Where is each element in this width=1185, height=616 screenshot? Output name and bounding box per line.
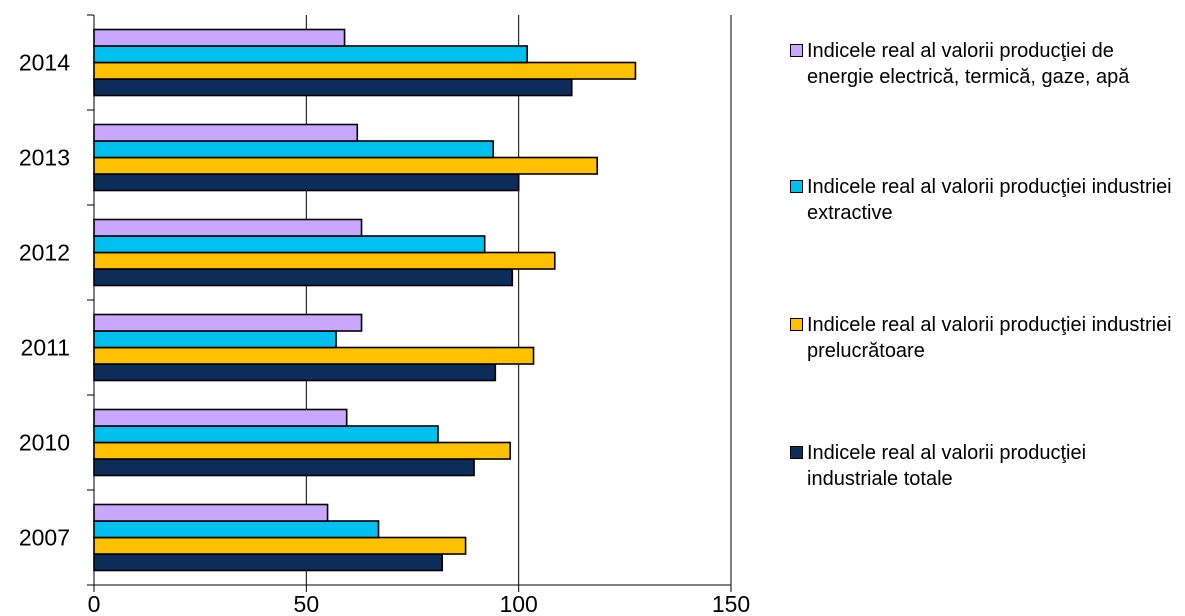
legend-swatch-extractive (790, 180, 803, 193)
bar-2013-series-0 (93, 173, 520, 192)
gridlines (305, 15, 732, 585)
legend-label-manufacturing: Indicele real al valorii producţiei indu… (807, 314, 1172, 362)
axes: 2007 2010 2011 2012 2013 2014 0 50 100 150 (19, 14, 750, 616)
legend-label-energy: Indicele real al valorii producţiei de e… (807, 40, 1130, 88)
y-tick-label-2013: 2013 (19, 145, 70, 171)
bar-2011-series-0 (93, 363, 497, 382)
x-tick-label-100: 100 (499, 591, 537, 616)
y-tick-label-2011: 2011 (21, 335, 70, 361)
legend-item-energy: Indicele real al valorii producţiei de e… (790, 38, 1180, 90)
bar-2013-series-2 (93, 140, 494, 159)
legend-swatch-energy (790, 44, 803, 57)
bar-2014-series-3 (93, 28, 346, 47)
bar-2013-series-1 (93, 156, 599, 175)
bar-2011-series-1 (93, 346, 535, 365)
legend-item-extractive: Indicele real al valorii producţiei indu… (790, 174, 1180, 226)
bar-2014-series-1 (93, 61, 637, 80)
bar-2012-series-1 (93, 251, 556, 270)
bar-2011-series-2 (93, 330, 337, 349)
bar-2007-series-0 (93, 553, 444, 572)
y-tick-label-2007: 2007 (19, 525, 70, 551)
bar-2012-series-0 (93, 268, 514, 287)
x-tick-label-150: 150 (712, 591, 750, 616)
bar-2007-series-1 (93, 536, 467, 555)
legend-item-manufacturing: Indicele real al valorii producţiei indu… (790, 312, 1180, 364)
bar-2007-series-2 (93, 520, 380, 539)
bar-2013-series-3 (93, 123, 359, 142)
legend-swatch-manufacturing (790, 318, 803, 331)
y-tick-label-2012: 2012 (19, 240, 70, 266)
bar-2007-series-3 (93, 503, 329, 522)
bar-2012-series-2 (93, 235, 486, 254)
bar-2010-series-0 (93, 458, 475, 477)
y-tick-label-2014: 2014 (19, 50, 70, 76)
x-tick-label-0: 0 (88, 591, 101, 616)
bar-2010-series-3 (93, 408, 348, 427)
legend-label-total: Indicele real al valorii producţiei indu… (807, 442, 1087, 490)
bars (93, 28, 637, 572)
y-tick-label-2010: 2010 (19, 430, 70, 456)
bar-2014-series-0 (93, 78, 573, 97)
x-tick-label-50: 50 (294, 591, 320, 616)
bar-2012-series-3 (93, 218, 363, 237)
bar-2010-series-1 (93, 441, 511, 460)
bar-2010-series-2 (93, 425, 439, 444)
bar-2014-series-2 (93, 45, 528, 64)
legend-label-extractive: Indicele real al valorii producţiei indu… (807, 176, 1172, 224)
legend-item-total: Indicele real al valorii producţiei indu… (790, 440, 1180, 492)
legend-swatch-total (790, 446, 803, 459)
bar-2011-series-3 (93, 313, 363, 332)
